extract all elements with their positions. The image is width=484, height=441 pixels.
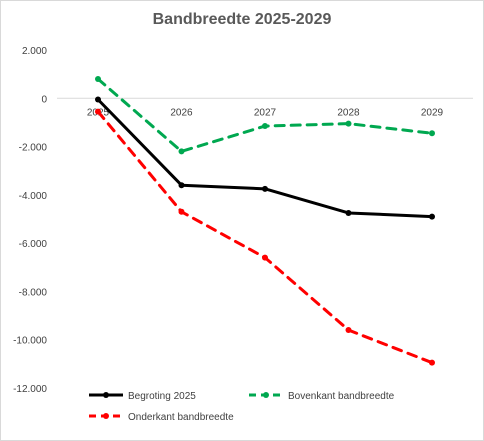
- data-point: [345, 120, 352, 127]
- y-tick-label: 0: [41, 94, 47, 105]
- data-point: [345, 327, 352, 334]
- y-tick-label: -4.000: [19, 191, 48, 202]
- legend-label: Begroting 2025: [128, 391, 196, 402]
- y-tick-label: -6.000: [19, 239, 48, 250]
- legend-marker: [103, 392, 109, 398]
- legend-marker: [103, 413, 109, 419]
- y-tick-label: -12.000: [13, 384, 47, 395]
- legend-label: Onderkant bandbreedte: [128, 412, 234, 423]
- x-tick-label: 2026: [170, 107, 193, 118]
- data-point: [429, 359, 435, 366]
- x-tick-label: 2027: [254, 107, 277, 118]
- data-point: [178, 208, 185, 215]
- data-point: [262, 123, 268, 130]
- data-point: [262, 185, 268, 192]
- data-point: [262, 254, 268, 261]
- data-point: [178, 182, 185, 189]
- legend-label: Bovenkant bandbreedte: [288, 391, 395, 402]
- y-tick-label: -10.000: [13, 336, 47, 347]
- data-point: [429, 130, 435, 137]
- data-point: [345, 209, 352, 216]
- data-point: [95, 96, 101, 103]
- chart-title: Bandbreedte 2025-2029: [152, 11, 332, 28]
- y-tick-label: -2.000: [19, 143, 48, 154]
- data-point: [95, 108, 101, 115]
- y-tick-label: 2.000: [22, 46, 47, 57]
- data-point: [95, 75, 101, 82]
- y-tick-label: -8.000: [19, 287, 48, 298]
- x-tick-label: 2028: [337, 107, 360, 118]
- legend-marker: [263, 392, 269, 398]
- data-point: [429, 213, 435, 220]
- data-point: [178, 148, 185, 155]
- x-tick-label: 2029: [421, 107, 444, 118]
